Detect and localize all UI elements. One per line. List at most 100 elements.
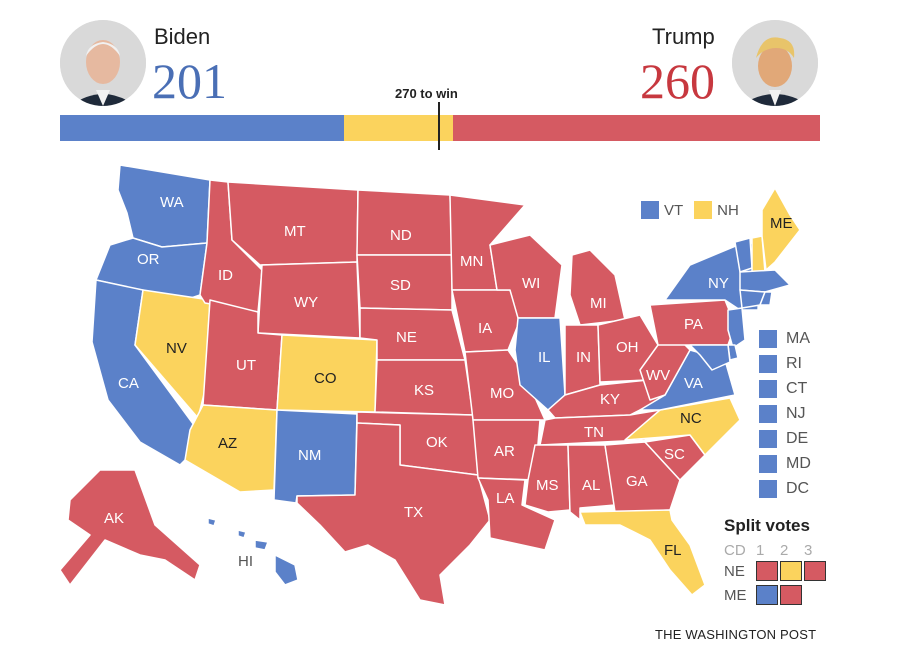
- label-ak: AK: [104, 510, 124, 527]
- state-nj[interactable]: [727, 307, 746, 349]
- label-mn: MN: [460, 253, 483, 270]
- ma-label: MA: [786, 329, 810, 347]
- dc-swatch: [758, 478, 778, 499]
- label-wv: WV: [646, 367, 670, 384]
- small-state-row[interactable]: MD: [758, 451, 811, 476]
- biden-votes: 201: [152, 53, 227, 109]
- label-ny: NY: [708, 275, 729, 292]
- split-row-me[interactable]: ME: [724, 583, 828, 607]
- small-state-row[interactable]: MA: [758, 326, 811, 351]
- label-tx: TX: [404, 504, 423, 521]
- ne-cd2-swatch: [780, 561, 802, 581]
- small-state-row[interactable]: CT: [758, 376, 811, 401]
- state-hi[interactable]: [207, 517, 299, 586]
- label-sc: SC: [664, 446, 685, 463]
- md-swatch: [758, 453, 778, 474]
- vt-nh-legend: VT NH: [640, 200, 739, 220]
- label-ne: NE: [396, 329, 417, 346]
- label-ms: MS: [536, 477, 559, 494]
- label-or: OR: [137, 251, 160, 268]
- label-oh: OH: [616, 339, 639, 356]
- small-state-row[interactable]: NJ: [758, 401, 811, 426]
- win-threshold-line: [438, 102, 440, 150]
- label-al: AL: [582, 477, 600, 494]
- de-label: DE: [786, 429, 809, 447]
- ct-swatch: [758, 378, 778, 399]
- trump-name: Trump: [652, 24, 715, 49]
- label-ga: GA: [626, 473, 648, 490]
- label-wy: WY: [294, 294, 318, 311]
- source-credit: THE WASHINGTON POST: [655, 627, 817, 642]
- label-wa: WA: [160, 194, 184, 211]
- state-nd[interactable]: [356, 189, 453, 256]
- ri-label: RI: [786, 354, 802, 372]
- label-wi: WI: [522, 275, 540, 292]
- col-1: 1: [756, 542, 765, 559]
- state-ga[interactable]: [604, 441, 681, 513]
- state-ak[interactable]: [59, 469, 201, 586]
- label-mt: MT: [284, 223, 306, 240]
- ct-label: CT: [786, 379, 808, 397]
- label-sd: SD: [390, 277, 411, 294]
- label-ia: IA: [478, 320, 492, 337]
- state-tx[interactable]: [296, 422, 491, 606]
- biden-portrait: [60, 20, 146, 106]
- label-nd: ND: [390, 227, 412, 244]
- nj-swatch: [758, 403, 778, 424]
- split-votes-legend: Split votes CD 1 2 3 NE ME: [724, 516, 828, 607]
- state-la[interactable]: [477, 477, 556, 551]
- col-cd: CD: [724, 542, 746, 559]
- label-mi: MI: [590, 295, 607, 312]
- label-hi: HI: [238, 553, 253, 570]
- label-la: LA: [496, 490, 514, 507]
- bar-segment-trump: [452, 115, 820, 141]
- ma-swatch: [758, 328, 778, 349]
- nh-swatch[interactable]: [693, 200, 714, 220]
- state-nv[interactable]: [134, 289, 211, 419]
- label-ca: CA: [118, 375, 139, 392]
- label-il: IL: [538, 349, 551, 366]
- state-md[interactable]: [689, 344, 731, 371]
- split-votes-title: Split votes: [724, 516, 810, 535]
- label-id: ID: [218, 267, 233, 284]
- small-state-row[interactable]: RI: [758, 351, 811, 376]
- nj-label: NJ: [786, 404, 806, 422]
- label-az: AZ: [218, 435, 237, 452]
- win-threshold-label: 270 to win: [395, 86, 458, 101]
- ne-cd3-swatch: [804, 561, 826, 581]
- col-3: 3: [804, 542, 813, 559]
- me-cd2-swatch: [780, 585, 802, 605]
- vt-swatch[interactable]: [640, 200, 660, 220]
- state-ri[interactable]: [759, 291, 773, 306]
- small-states-list: MA RI CT NJ DE MD DC: [758, 326, 811, 501]
- label-ky: KY: [600, 391, 620, 408]
- split-row-ne[interactable]: NE: [724, 559, 828, 583]
- nh-label: NH: [717, 201, 739, 219]
- label-tn: TN: [584, 424, 604, 441]
- bar-segment-biden: [60, 115, 344, 141]
- state-ma[interactable]: [739, 269, 791, 293]
- label-nv: NV: [166, 340, 187, 357]
- me-cd1-swatch: [756, 585, 778, 605]
- label-ar: AR: [494, 443, 515, 460]
- label-in: IN: [576, 349, 591, 366]
- state-fl[interactable]: [579, 509, 706, 596]
- label-va: VA: [684, 375, 703, 392]
- label-ks: KS: [414, 382, 434, 399]
- small-state-row[interactable]: DC: [758, 476, 811, 501]
- split-ne-label: NE: [724, 562, 745, 580]
- label-ok: OK: [426, 434, 448, 451]
- label-ut: UT: [236, 357, 256, 374]
- trump-panel: Trump 260: [620, 10, 840, 110]
- label-nc: NC: [680, 410, 702, 427]
- md-label: MD: [786, 454, 811, 472]
- small-state-row[interactable]: DE: [758, 426, 811, 451]
- biden-panel: Biden 201: [60, 10, 260, 110]
- state-mi[interactable]: [569, 249, 626, 326]
- state-me[interactable]: [761, 187, 801, 271]
- ri-swatch: [758, 353, 778, 374]
- col-2: 2: [780, 542, 789, 559]
- label-me: ME: [770, 215, 793, 232]
- label-pa: PA: [684, 316, 703, 333]
